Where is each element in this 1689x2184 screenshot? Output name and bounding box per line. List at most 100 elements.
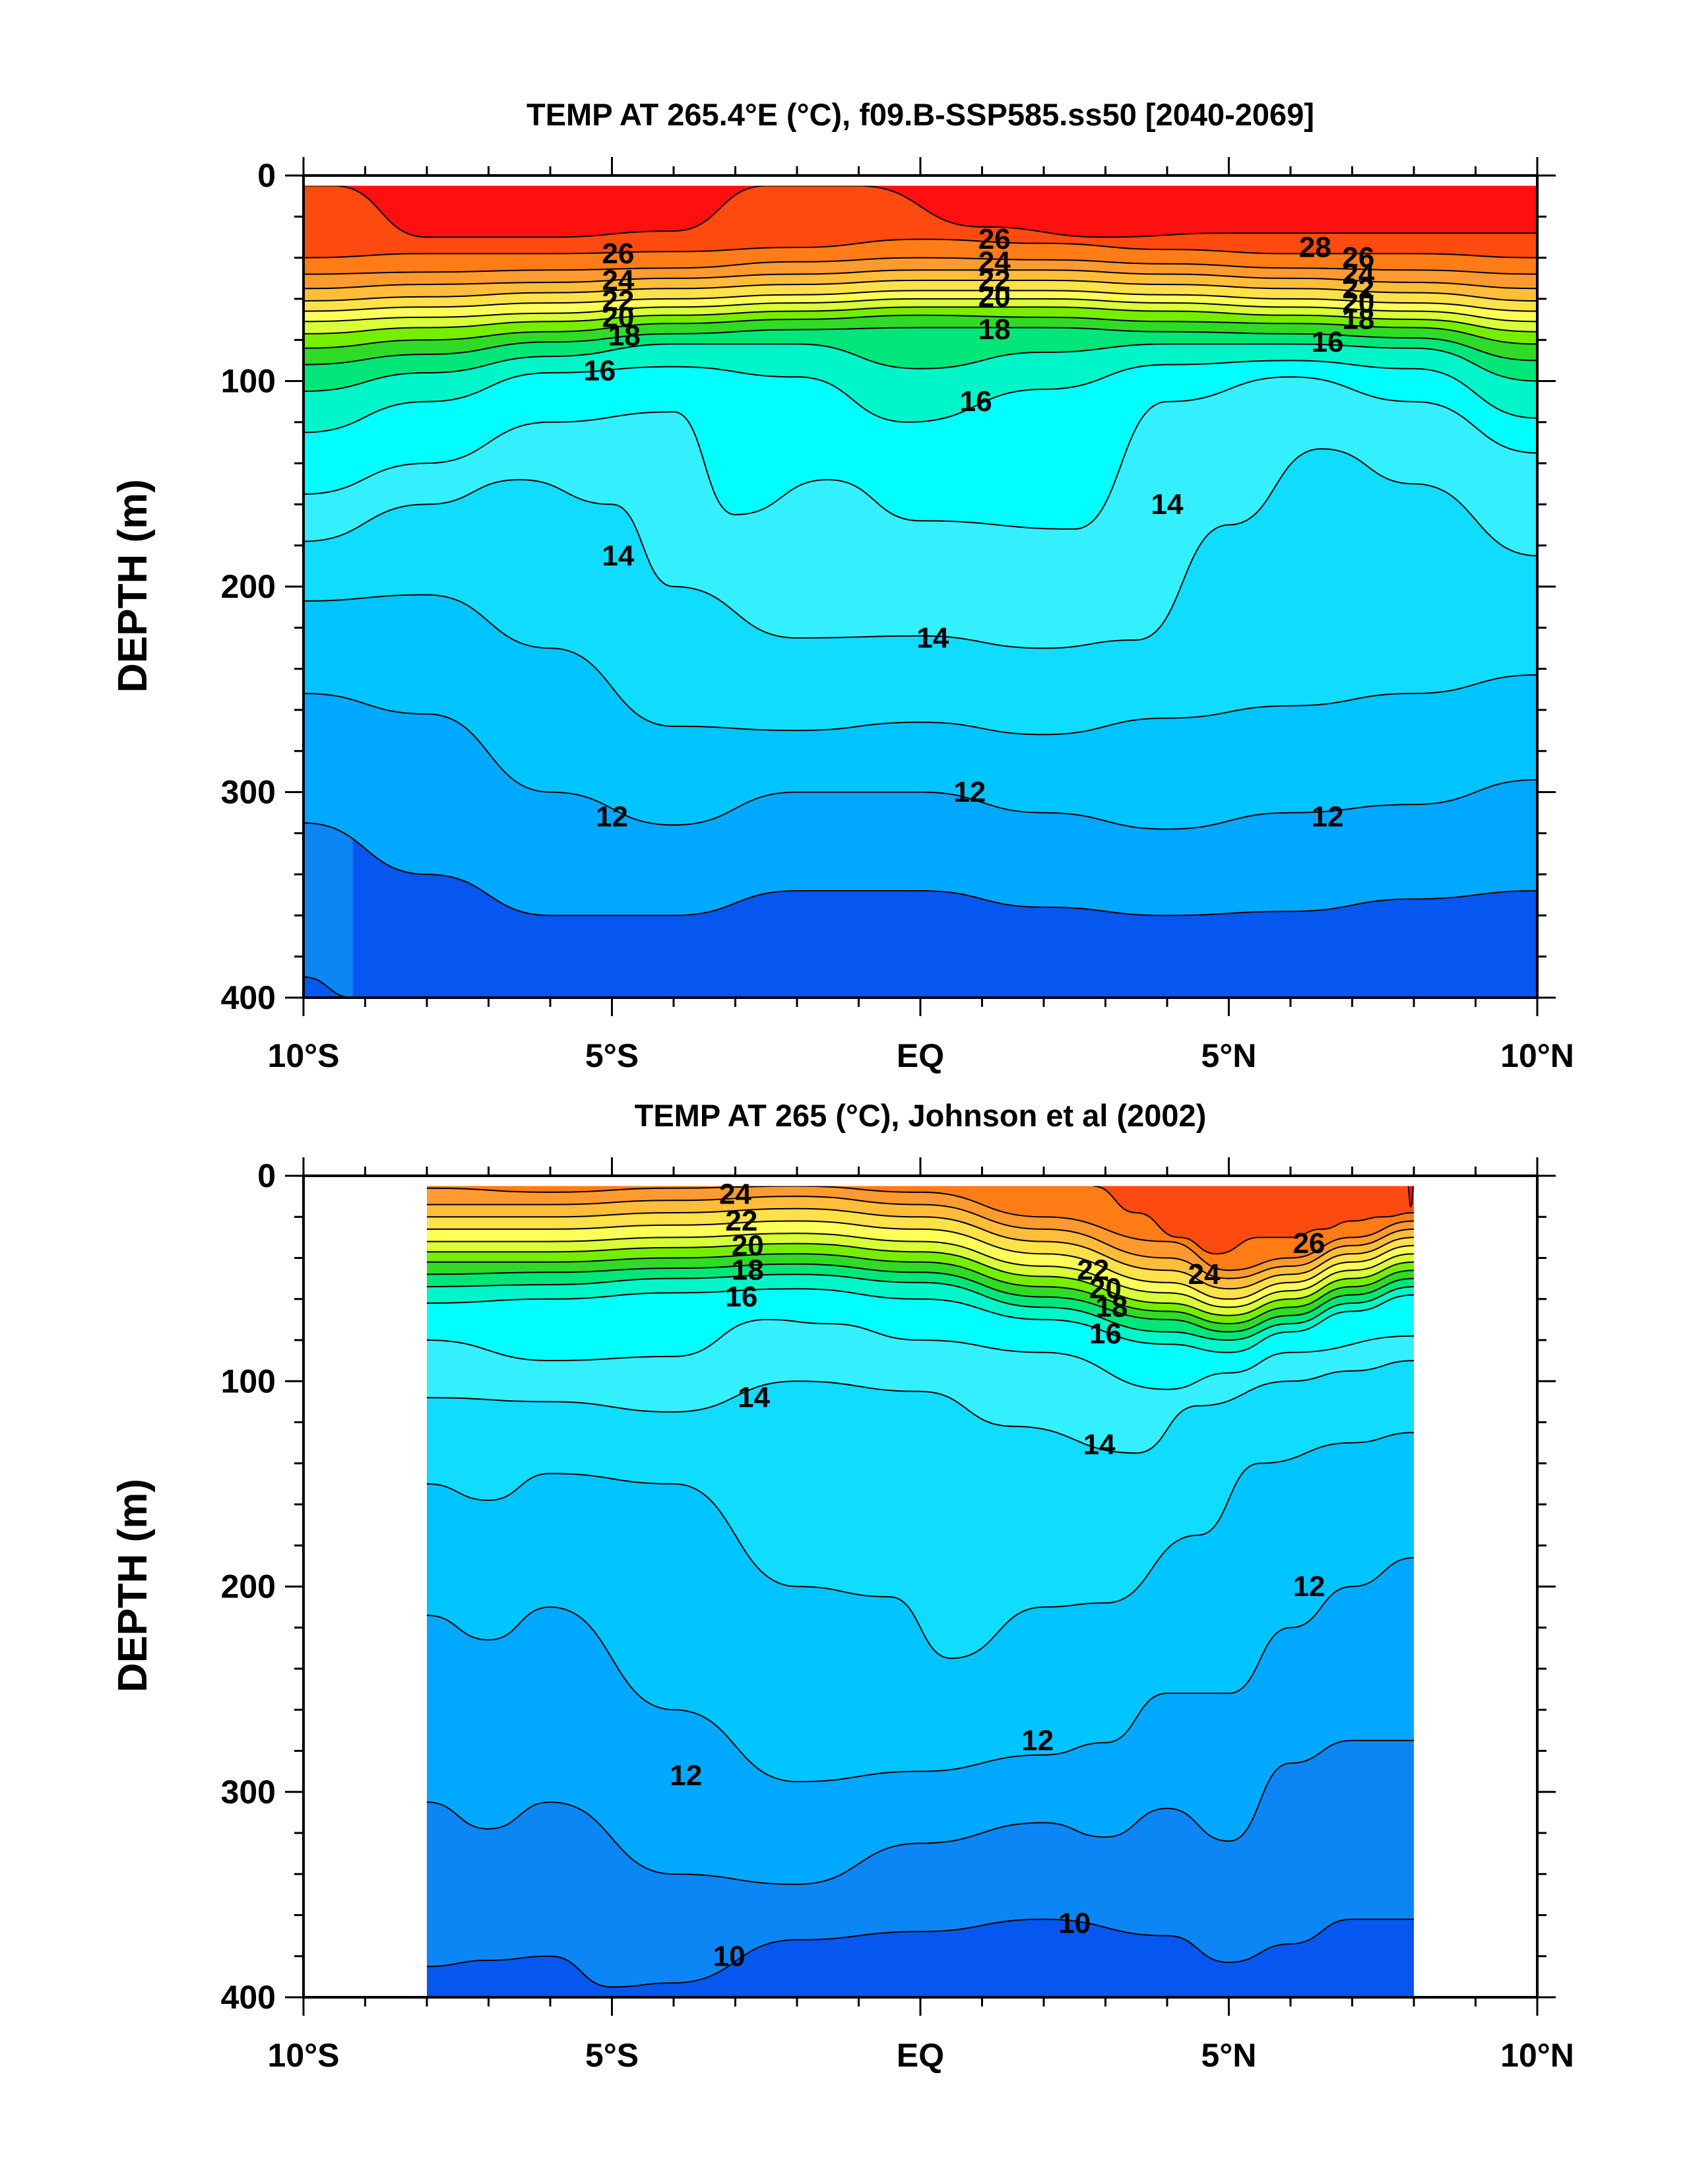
contour-label-24: 24: [1342, 258, 1374, 290]
isotherm-20C: [303, 306, 1537, 335]
fill-band-26C: [1093, 1186, 1414, 1254]
panel-2-axes: 0 100 200 300 400 10°S 5°S EQ 5°N 10°N: [221, 1157, 1574, 2074]
fill-band-27C: [303, 185, 1537, 238]
contour-label-14: 14: [738, 1382, 770, 1414]
panel-2-plot-area: 2422201816222018162426141412121210100100…: [221, 1157, 1574, 2074]
isotherm-21C: [303, 298, 1537, 323]
panel-2-y-axis-label: DEPTH (m): [110, 1479, 156, 1692]
isotherm-17C: [427, 1273, 1414, 1341]
isotherm-27C: [1407, 1186, 1414, 1207]
contour-label-12: 12: [953, 776, 986, 808]
y-tick-label: 200: [221, 1568, 276, 1605]
contour-label-16: 16: [583, 354, 616, 387]
contour-label-22: 22: [725, 1205, 757, 1237]
contour-label-22: 22: [1342, 273, 1374, 305]
contour-label-18: 18: [1095, 1291, 1128, 1324]
contour-label-18: 18: [1342, 304, 1374, 336]
isotherm-22C: [303, 290, 1537, 312]
contour-label-16: 16: [1312, 326, 1344, 358]
contour-label-14: 14: [602, 540, 634, 572]
contour-label-20: 20: [1342, 287, 1374, 319]
isotherm-27C: [303, 185, 1537, 238]
contour-label-26: 26: [602, 238, 634, 270]
isotherm-26C: [1093, 1186, 1414, 1255]
panel-1: TEMP AT 265.4°E (°C), f09.B-SSP585.ss50 …: [110, 97, 1574, 1074]
contour-label-24: 24: [1188, 1258, 1221, 1291]
isotherm-18C: [427, 1263, 1414, 1333]
isotherm-17C: [303, 343, 1537, 393]
isotherm-25C: [303, 257, 1537, 275]
contour-label-18: 18: [732, 1254, 764, 1287]
panel-2-isotherms: [427, 1186, 1414, 1988]
isotherm-14C: [303, 448, 1537, 649]
panel-1-y-axis-label: DEPTH (m): [110, 479, 156, 693]
contour-label-14: 14: [916, 622, 949, 654]
y-tick-label: 100: [221, 1363, 276, 1399]
contour-label-12: 12: [670, 1759, 702, 1791]
contour-label-28: 28: [1299, 232, 1331, 264]
isotherm-11C: [427, 1739, 1414, 1885]
contour-label-10: 10: [1058, 1907, 1091, 1939]
isotherm-24C: [427, 1196, 1414, 1279]
x-tick-label: 10°N: [1500, 1037, 1574, 1074]
x-tick-label: 5°N: [1201, 1037, 1257, 1074]
isotherm-23C: [427, 1207, 1414, 1290]
x-tick-label: 10°N: [1500, 2037, 1574, 2074]
contour-label-22: 22: [1077, 1254, 1109, 1287]
panel-1-axes: 0 100 200 300 400 10°S 5°S EQ 5°N 10°N: [221, 157, 1574, 1074]
x-tick-label: 10°S: [268, 1037, 340, 1074]
contour-label-12: 12: [1293, 1570, 1325, 1603]
contour-label-16: 16: [960, 385, 992, 418]
isotherm-12C: [427, 1557, 1414, 1783]
contour-label-10: 10: [713, 1940, 746, 1972]
y-tick-label: 400: [221, 1979, 276, 2016]
y-tick-label: 0: [257, 157, 276, 194]
isotherm-20C: [427, 1242, 1414, 1316]
contour-label-20: 20: [978, 280, 1011, 313]
panel-2-title: TEMP AT 265 (°C), Johnson et al (2002): [635, 1098, 1207, 1133]
y-tick-label: 200: [221, 568, 276, 605]
contour-label-26: 26: [1342, 241, 1374, 274]
isotherm-25C: [427, 1186, 1414, 1271]
panel-2: TEMP AT 265 (°C), Johnson et al (2002) D…: [110, 1098, 1574, 2074]
x-tick-label: 5°N: [1201, 2037, 1257, 2074]
isotherm-16C: [303, 360, 1537, 434]
y-tick-label: 300: [221, 774, 276, 811]
contour-label-26: 26: [1293, 1227, 1325, 1260]
isotherm-24C: [303, 269, 1537, 290]
y-tick-label: 300: [221, 1774, 276, 1811]
isotherm-15C: [427, 1318, 1414, 1390]
contour-label-20: 20: [602, 301, 634, 333]
isotherm-23C: [303, 279, 1537, 302]
contour-label-26: 26: [978, 223, 1011, 255]
isotherm-19C: [303, 314, 1537, 349]
contour-label-24: 24: [978, 245, 1011, 278]
contour-label-20: 20: [1089, 1273, 1122, 1305]
x-tick-label: EQ: [897, 2037, 944, 2074]
contour-label-18: 18: [608, 319, 641, 352]
isotherm-13C: [427, 1432, 1414, 1659]
panel-2-fills: [427, 1186, 1414, 1997]
x-tick-label: 10°S: [268, 2037, 340, 2074]
contour-label-16: 16: [1089, 1318, 1122, 1350]
isotherm-14C: [427, 1360, 1414, 1454]
contour-label-14: 14: [1151, 488, 1184, 521]
isotherm-16C: [427, 1288, 1414, 1353]
contour-label-20: 20: [732, 1229, 764, 1262]
y-tick-label: 100: [221, 363, 276, 400]
contour-label-22: 22: [978, 264, 1011, 296]
isotherm-21C: [427, 1233, 1414, 1308]
y-tick-label: 0: [257, 1157, 276, 1194]
isotherm-15C: [303, 376, 1537, 530]
contour-label-12: 12: [596, 800, 628, 833]
panel-1-title: TEMP AT 265.4°E (°C), f09.B-SSP585.ss50 …: [526, 97, 1314, 132]
isotherm-12C: [303, 693, 1537, 830]
isotherm-13C: [303, 594, 1537, 736]
isotherm-18C: [303, 327, 1537, 366]
x-tick-label: 5°S: [585, 2037, 639, 2074]
contour-label-24: 24: [719, 1178, 751, 1211]
